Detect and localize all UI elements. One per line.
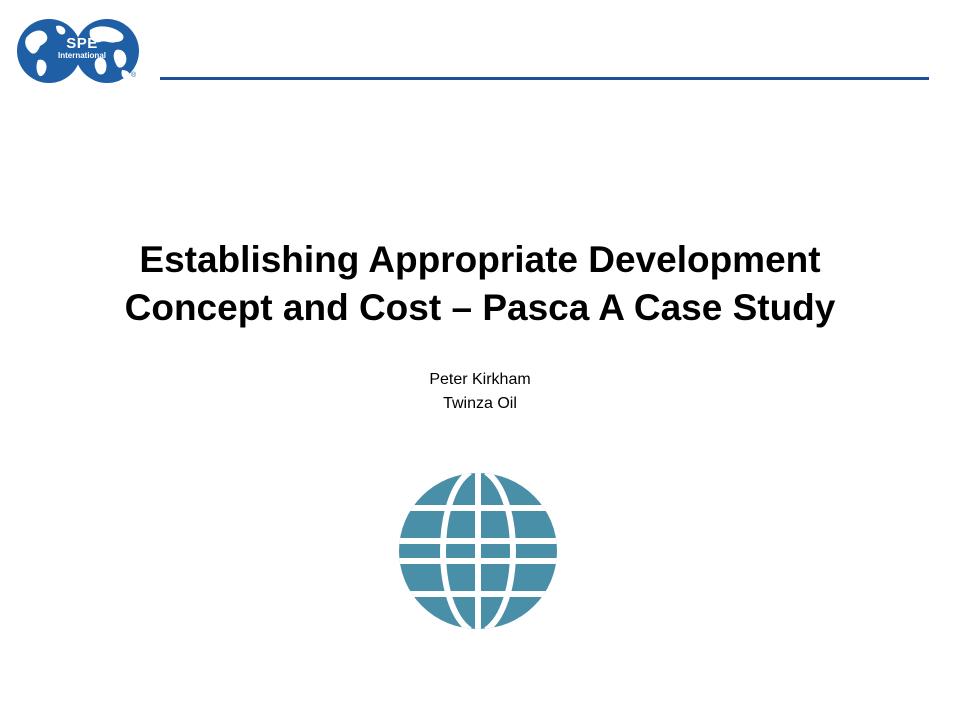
spe-logo: SPE International ® (16, 16, 142, 86)
spe-globe-logo-icon (17, 19, 139, 83)
author-block: Peter Kirkham Twinza Oil (280, 368, 680, 416)
author-name: Peter Kirkham (429, 371, 531, 388)
slide-title: Establishing Appropriate Development Con… (40, 236, 920, 332)
author-company: Twinza Oil (443, 395, 517, 412)
globe-emblem (398, 472, 558, 630)
slide-title-line-2: Concept and Cost – Pasca A Case Study (124, 287, 836, 328)
logo-international-text: International (57, 51, 106, 60)
globe-grid-icon (399, 473, 557, 629)
logo-spe-text: SPE (66, 35, 98, 52)
registered-mark: ® (131, 72, 137, 79)
logo-text: SPE International (56, 36, 108, 60)
header-divider (160, 77, 929, 80)
slide-title-line-1: Establishing Appropriate Development (139, 239, 821, 280)
